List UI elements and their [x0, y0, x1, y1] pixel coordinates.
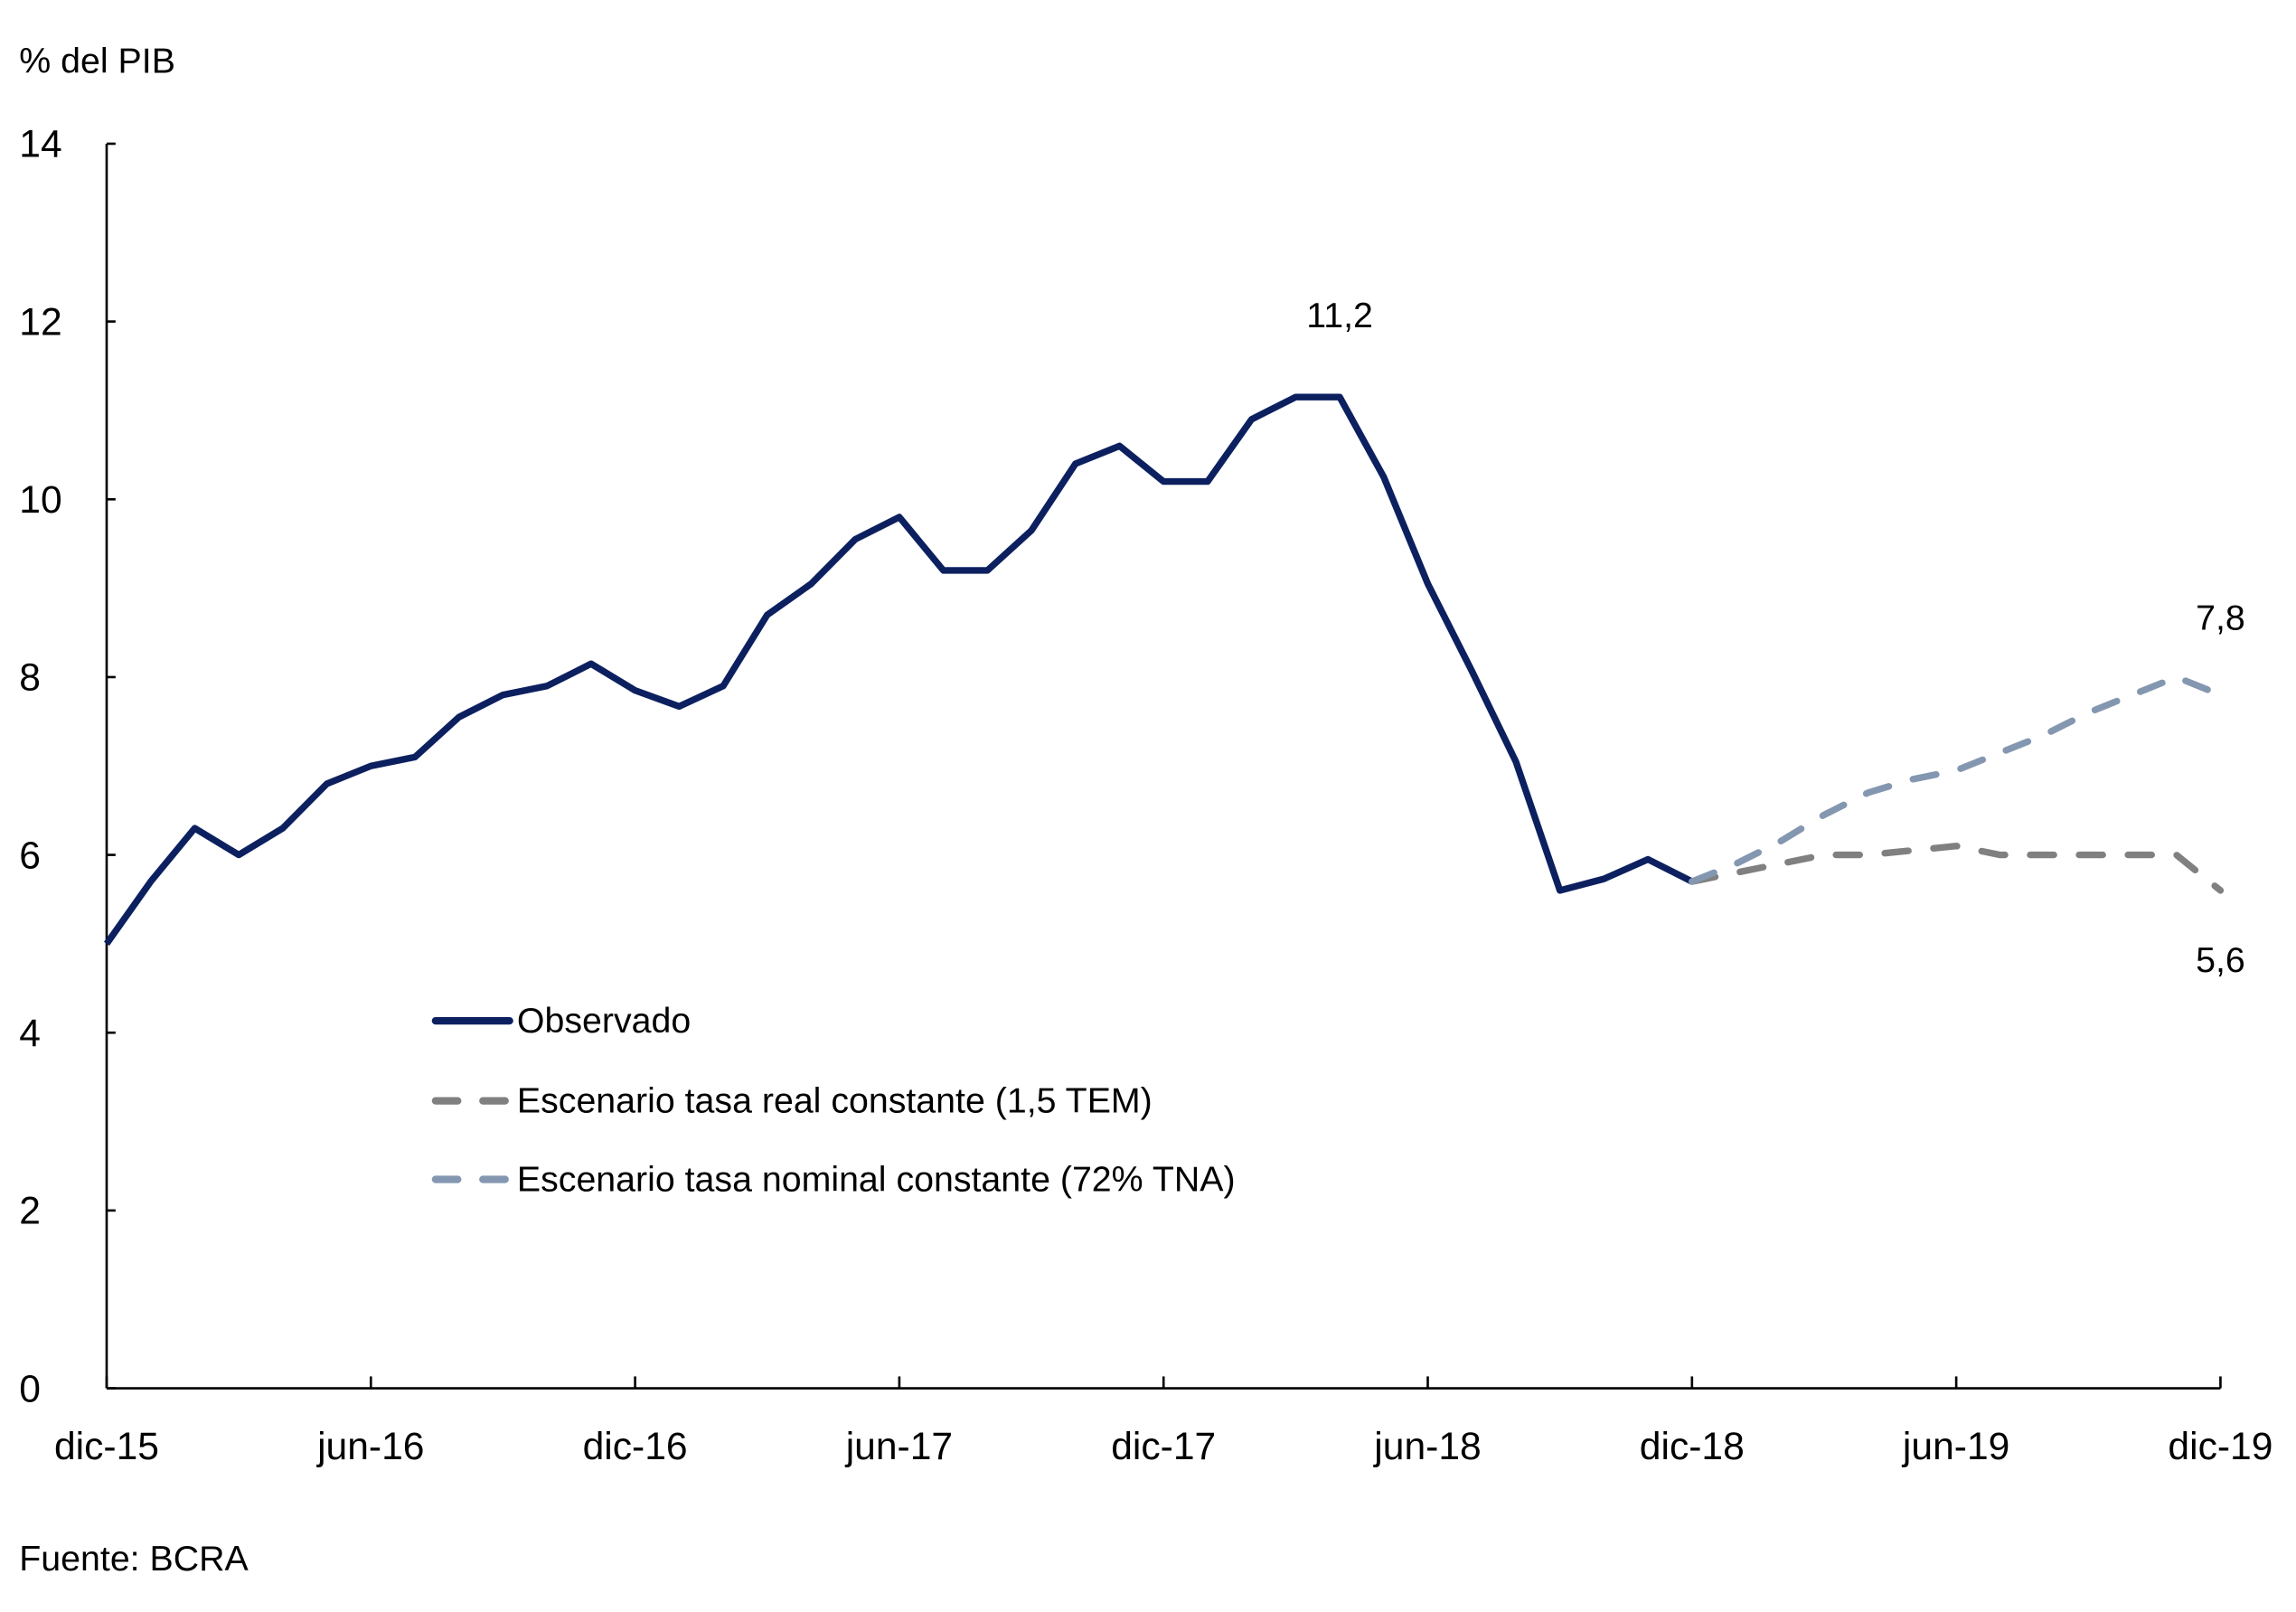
x-tick-label: jun-19 [1901, 1425, 2009, 1468]
y-tick-label: 8 [19, 656, 41, 700]
y-tick-label: 14 [19, 123, 61, 166]
x-tick-label: dic-15 [54, 1425, 159, 1468]
source-note: Fuente: BCRA [19, 1539, 249, 1579]
y-axis-unit-label: % del PIB [19, 41, 175, 80]
x-tick-label: jun-16 [315, 1425, 424, 1468]
x-axis: dic-15 jun-16 dic-16 jun-17 dic-17 jun-18 dic-… [54, 1376, 2272, 1468]
series-line-escenario-tasa-real-constante-1-5-tem [1689, 843, 2225, 894]
x-tick-label: jun-17 [844, 1425, 953, 1468]
x-tick-label: dic-16 [583, 1425, 688, 1468]
annotations: 11,2 7,8 5,6 [1306, 296, 2244, 980]
y-tick-label: 10 [19, 478, 61, 522]
legend-label-nominal: Escenario tasa nominal constante (72% TN… [517, 1160, 1236, 1200]
legend-item-nominal[interactable]: Escenario tasa nominal constante (72% TN… [431, 1160, 1236, 1200]
data-label: 7,8 [2196, 598, 2245, 637]
legend: Observado Escenario tasa real constante … [431, 1001, 1236, 1200]
data-label: 5,6 [2196, 940, 2245, 980]
legend-item-real[interactable]: Escenario tasa real constante (1,5 TEM) [431, 1081, 1153, 1121]
series-line-observado [103, 393, 1694, 947]
y-tick-label: 12 [19, 300, 61, 344]
x-tick-label: dic-17 [1111, 1425, 1216, 1468]
series-layer [103, 393, 2225, 947]
legend-item-observado[interactable]: Observado [431, 1001, 691, 1041]
legend-label-real: Escenario tasa real constante (1,5 TEM) [517, 1081, 1153, 1121]
y-tick-label: 0 [19, 1367, 41, 1410]
x-tick-label: dic-19 [2168, 1425, 2272, 1468]
legend-label-observado: Observado [517, 1001, 691, 1041]
y-tick-label: 6 [19, 834, 41, 877]
series-line-escenario-tasa-nominal-constante-72-tna [1689, 674, 2225, 885]
x-tick-label: dic-18 [1640, 1425, 1745, 1468]
y-tick-label: 2 [19, 1190, 41, 1233]
y-axis: 0 2 4 6 8 10 12 14 [19, 123, 116, 1410]
data-label: 11,2 [1306, 296, 1373, 335]
y-tick-label: 4 [19, 1012, 41, 1055]
x-tick-label: jun-18 [1372, 1425, 1481, 1468]
